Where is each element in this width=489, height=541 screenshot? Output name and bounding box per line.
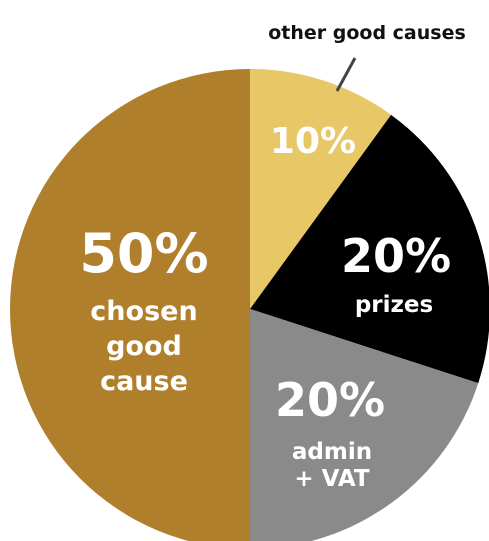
slice-label-chosen-line-3: cause: [100, 366, 188, 397]
slice-label-admin-line-2: + VAT: [294, 466, 370, 492]
slice-label-chosen-line-1: chosen: [90, 296, 197, 327]
slice-value-chosen-good-cause: 50%: [79, 222, 208, 285]
pie-slice-admin-vat: [250, 309, 479, 541]
slice-label-chosen-line-2: good: [106, 331, 182, 362]
pie-slice-chosen-good-cause: [10, 69, 250, 541]
slice-value-prizes: 20%: [341, 229, 451, 283]
slice-value-other-good-causes: 10%: [270, 121, 356, 162]
slice-label-admin-line-1: admin: [292, 439, 372, 465]
callout-leader-line: [335, 57, 357, 92]
callout-other-good-causes: other good causes: [268, 22, 466, 44]
pie-slice-prizes: [250, 114, 489, 384]
slice-value-admin-vat: 20%: [275, 373, 385, 427]
pie-slices: [10, 69, 489, 541]
pie-slice-other-good-causes: [250, 69, 392, 309]
slice-label-prizes: prizes: [355, 292, 433, 318]
